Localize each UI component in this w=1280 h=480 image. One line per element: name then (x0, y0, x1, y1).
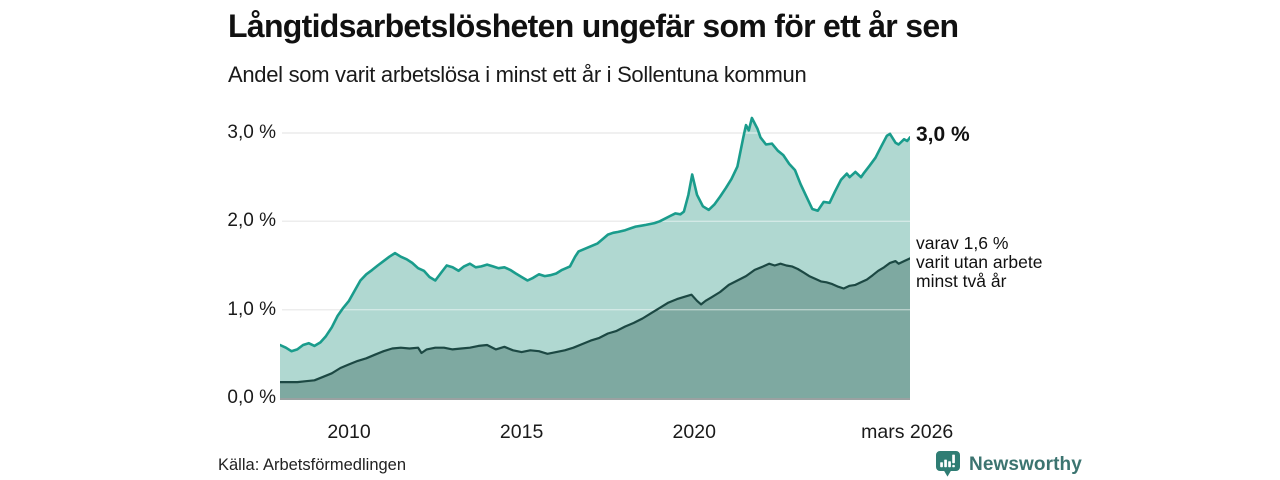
x-tick-label: 2020 (672, 421, 716, 443)
logo-bars (940, 454, 955, 468)
y-tick-label: 3,0 % (227, 122, 276, 143)
series-end-label-partial-line2: varit utan arbete (916, 252, 1043, 273)
y-tick-label: 1,0 % (227, 298, 276, 320)
series-end-label-partial-line3: minst två år (916, 271, 1007, 292)
series-line-1 (280, 257, 910, 384)
y-tick-label: 2,0 % (227, 210, 276, 232)
series-end-label-partial-line1: varav 1,6 % (916, 233, 1009, 254)
series-line-0 (280, 116, 910, 353)
source-attribution: Källa: Arbetsförmedlingen (218, 456, 407, 474)
page-subtitle: Andel som varit arbetslösa i minst ett å… (228, 62, 807, 87)
newsworthy-logo-icon (936, 451, 960, 477)
series-end-label-total: 3,0 % (916, 123, 970, 147)
y-tick-label: 0,0 % (227, 387, 276, 408)
series-end-label-partial: varav 1,6 % varit utan arbete minst två … (916, 234, 1042, 291)
page-title: Långtidsarbetslösheten ungefär som för e… (228, 8, 959, 44)
x-tick-label: 2010 (327, 421, 371, 443)
newsworthy-brand-link[interactable]: Newsworthy (934, 450, 1082, 479)
area-chart (280, 116, 910, 400)
area-fill-series-1 (280, 258, 910, 398)
x-tick-label: 2015 (499, 421, 544, 443)
x-tick-label: mars 2026 (861, 421, 954, 443)
newsworthy-wordmark: Newsworthy (969, 453, 1082, 475)
